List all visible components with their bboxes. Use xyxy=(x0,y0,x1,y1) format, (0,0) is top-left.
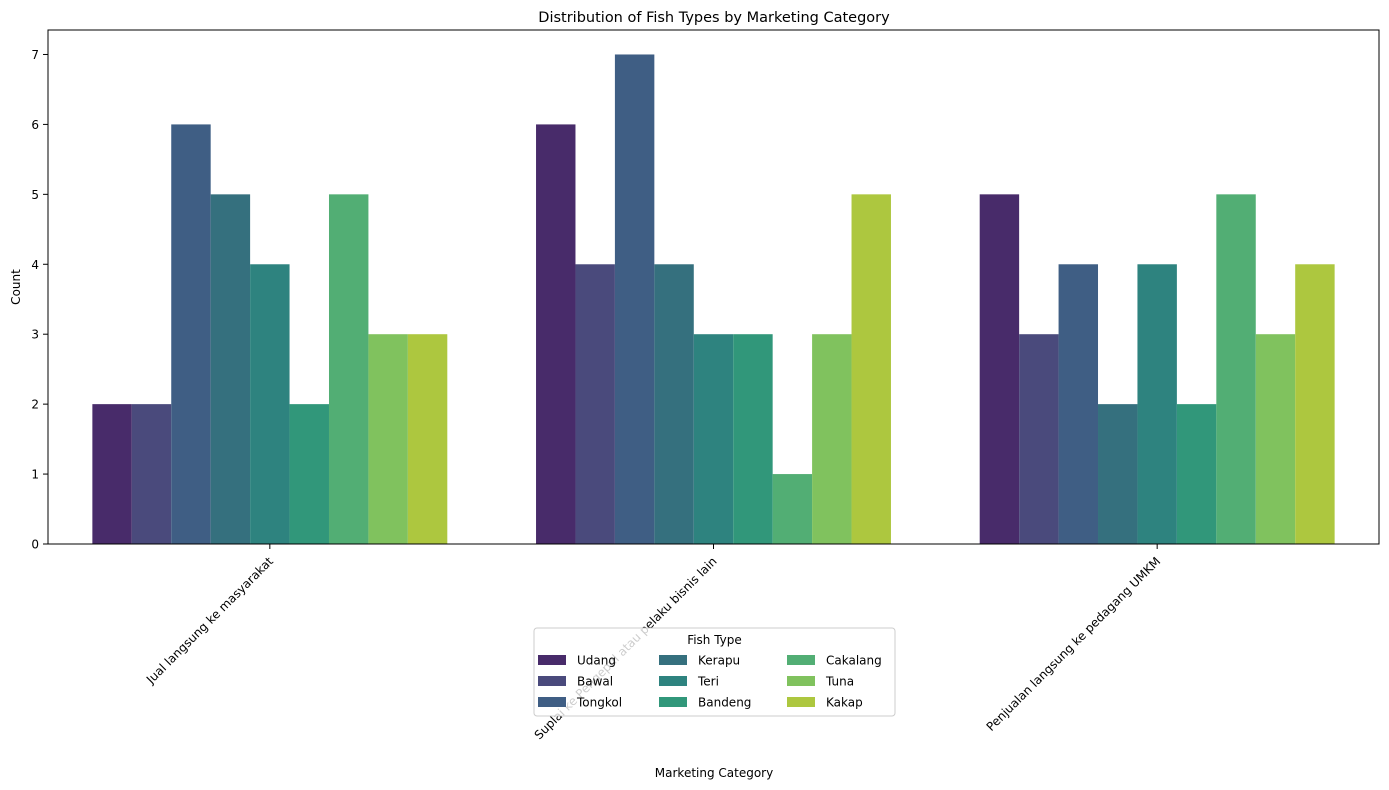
legend-swatch-tuna xyxy=(787,676,815,686)
bar-tongkol-2 xyxy=(614,54,655,544)
legend-swatch-tongkol xyxy=(538,697,566,707)
legend-swatch-kakap xyxy=(787,697,815,707)
bar-kakap-1 xyxy=(407,334,448,544)
legend-label-cakalang: Cakalang xyxy=(826,654,882,668)
legend-label-bandeng: Bandeng xyxy=(698,696,751,710)
legend-box xyxy=(533,627,896,717)
legend-label-kerapu: Kerapu xyxy=(698,654,740,668)
legend-label-udang: Udang xyxy=(577,654,616,668)
bar-tuna-2 xyxy=(812,334,852,544)
bar-tuna-1 xyxy=(368,334,408,544)
bar-udang-2 xyxy=(536,124,576,544)
bar-kakap-3 xyxy=(1295,264,1335,544)
y-tick-label: 6 xyxy=(31,118,39,132)
bar-kerapu-3 xyxy=(1098,404,1138,544)
bar-udang-1 xyxy=(92,404,132,544)
legend-label-bawal: Bawal xyxy=(577,675,613,689)
bar-bawal-1 xyxy=(131,404,172,544)
legend-swatch-kerapu xyxy=(659,655,687,665)
bar-kerapu-2 xyxy=(654,264,694,544)
bar-cakalang-3 xyxy=(1216,194,1256,544)
bar-teri-1 xyxy=(250,264,290,544)
y-tick-label: 4 xyxy=(31,258,39,272)
y-tick-label: 2 xyxy=(31,398,39,412)
legend-label-kakap: Kakap xyxy=(826,696,863,710)
bar-tuna-3 xyxy=(1255,334,1296,544)
bar-bawal-3 xyxy=(1019,334,1059,544)
bar-bawal-2 xyxy=(575,264,615,544)
legend-label-tuna: Tuna xyxy=(825,675,854,689)
legend: Fish Type Udang Bawal Tongkol Kerapu Teri Band… xyxy=(533,627,896,717)
legend-label-teri: Teri xyxy=(697,675,719,689)
bar-udang-3 xyxy=(979,194,1020,544)
bar-tongkol-3 xyxy=(1058,264,1099,544)
y-axis: 0 1 2 3 4 5 6 7 xyxy=(31,48,48,552)
bar-bandeng-2 xyxy=(733,334,773,544)
bar-kerapu-1 xyxy=(210,194,251,544)
y-tick-label: 7 xyxy=(31,48,39,62)
legend-swatch-bawal xyxy=(538,676,566,686)
bars-layer xyxy=(92,54,1335,544)
y-tick-label: 3 xyxy=(31,328,39,342)
bar-tongkol-1 xyxy=(171,124,211,544)
bar-kakap-2 xyxy=(851,194,891,544)
legend-swatch-bandeng xyxy=(659,697,687,707)
y-tick-label: 1 xyxy=(31,468,39,482)
legend-swatch-cakalang xyxy=(787,655,815,665)
y-tick-label: 0 xyxy=(31,538,39,552)
y-tick-label: 5 xyxy=(31,188,39,202)
y-axis-label: Count xyxy=(9,269,23,305)
x-tick-label: Penjualan langsung ke pedagang UMKM xyxy=(984,554,1164,734)
legend-swatch-udang xyxy=(538,655,566,665)
x-axis-label: Marketing Category xyxy=(655,766,773,780)
bar-cakalang-2 xyxy=(772,474,813,544)
bar-teri-2 xyxy=(693,334,734,544)
bar-bandeng-1 xyxy=(289,404,329,544)
legend-swatch-teri xyxy=(659,676,687,686)
x-tick-label: Jual langsung ke masyarakat xyxy=(143,554,276,687)
bar-bandeng-3 xyxy=(1176,404,1217,544)
legend-title: Fish Type xyxy=(687,633,742,647)
bar-cakalang-1 xyxy=(328,194,369,544)
bar-teri-3 xyxy=(1137,264,1177,544)
legend-label-tongkol: Tongkol xyxy=(576,696,622,710)
chart-title: Distribution of Fish Types by Marketing … xyxy=(538,10,890,26)
